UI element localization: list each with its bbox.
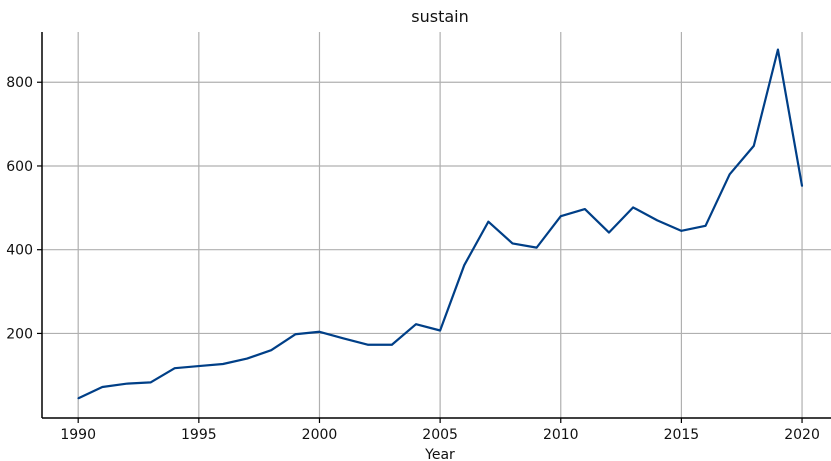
data-point bbox=[294, 333, 297, 336]
y-tick-label: 600 bbox=[6, 159, 33, 175]
data-point bbox=[584, 208, 586, 210]
y-tick-label: 800 bbox=[6, 75, 33, 91]
data-point bbox=[270, 349, 273, 351]
data-point bbox=[342, 337, 345, 340]
x-tick-label: 1995 bbox=[181, 427, 217, 443]
grid-lines bbox=[42, 32, 831, 418]
tick-labels: 1990 1995 2000 2005 2010 2015 2020 200 400 600 800 bbox=[6, 75, 820, 443]
x-tick-label: 2015 bbox=[664, 427, 700, 443]
x-tick-label: 2010 bbox=[543, 427, 579, 443]
x-tick-label: 1990 bbox=[60, 427, 96, 443]
x-tick-label: 2005 bbox=[422, 427, 458, 443]
data-point bbox=[246, 357, 248, 360]
data-point bbox=[439, 329, 441, 332]
data-point bbox=[559, 215, 562, 218]
data-point bbox=[680, 230, 683, 232]
data-point bbox=[173, 367, 176, 369]
data-point bbox=[125, 382, 128, 385]
data-point bbox=[632, 206, 634, 209]
data-point bbox=[318, 330, 321, 333]
data-point bbox=[752, 145, 755, 147]
data-point bbox=[511, 242, 514, 245]
data-point bbox=[704, 225, 707, 227]
data-point bbox=[101, 386, 104, 388]
data-point bbox=[463, 264, 466, 266]
x-tick-label: 2000 bbox=[302, 427, 338, 443]
data-point bbox=[728, 173, 731, 176]
y-tick-label: 200 bbox=[6, 326, 33, 342]
data-point bbox=[222, 363, 224, 365]
series-layer bbox=[77, 48, 804, 400]
data-point bbox=[777, 48, 779, 51]
y-tick-label: 400 bbox=[6, 243, 33, 259]
data-point bbox=[149, 381, 152, 384]
axes bbox=[37, 32, 831, 423]
data-point bbox=[415, 323, 417, 326]
data-point bbox=[608, 231, 610, 234]
x-axis-title: Year bbox=[424, 447, 455, 461]
chart-title: sustain bbox=[411, 7, 468, 26]
data-point bbox=[198, 365, 200, 367]
data-point bbox=[366, 343, 369, 346]
x-tick-label: 2020 bbox=[784, 427, 820, 443]
data-point bbox=[77, 397, 79, 400]
data-point bbox=[487, 220, 490, 223]
data-point bbox=[656, 219, 659, 222]
data-point bbox=[801, 185, 803, 187]
data-point bbox=[391, 343, 393, 346]
data-point bbox=[535, 246, 538, 249]
